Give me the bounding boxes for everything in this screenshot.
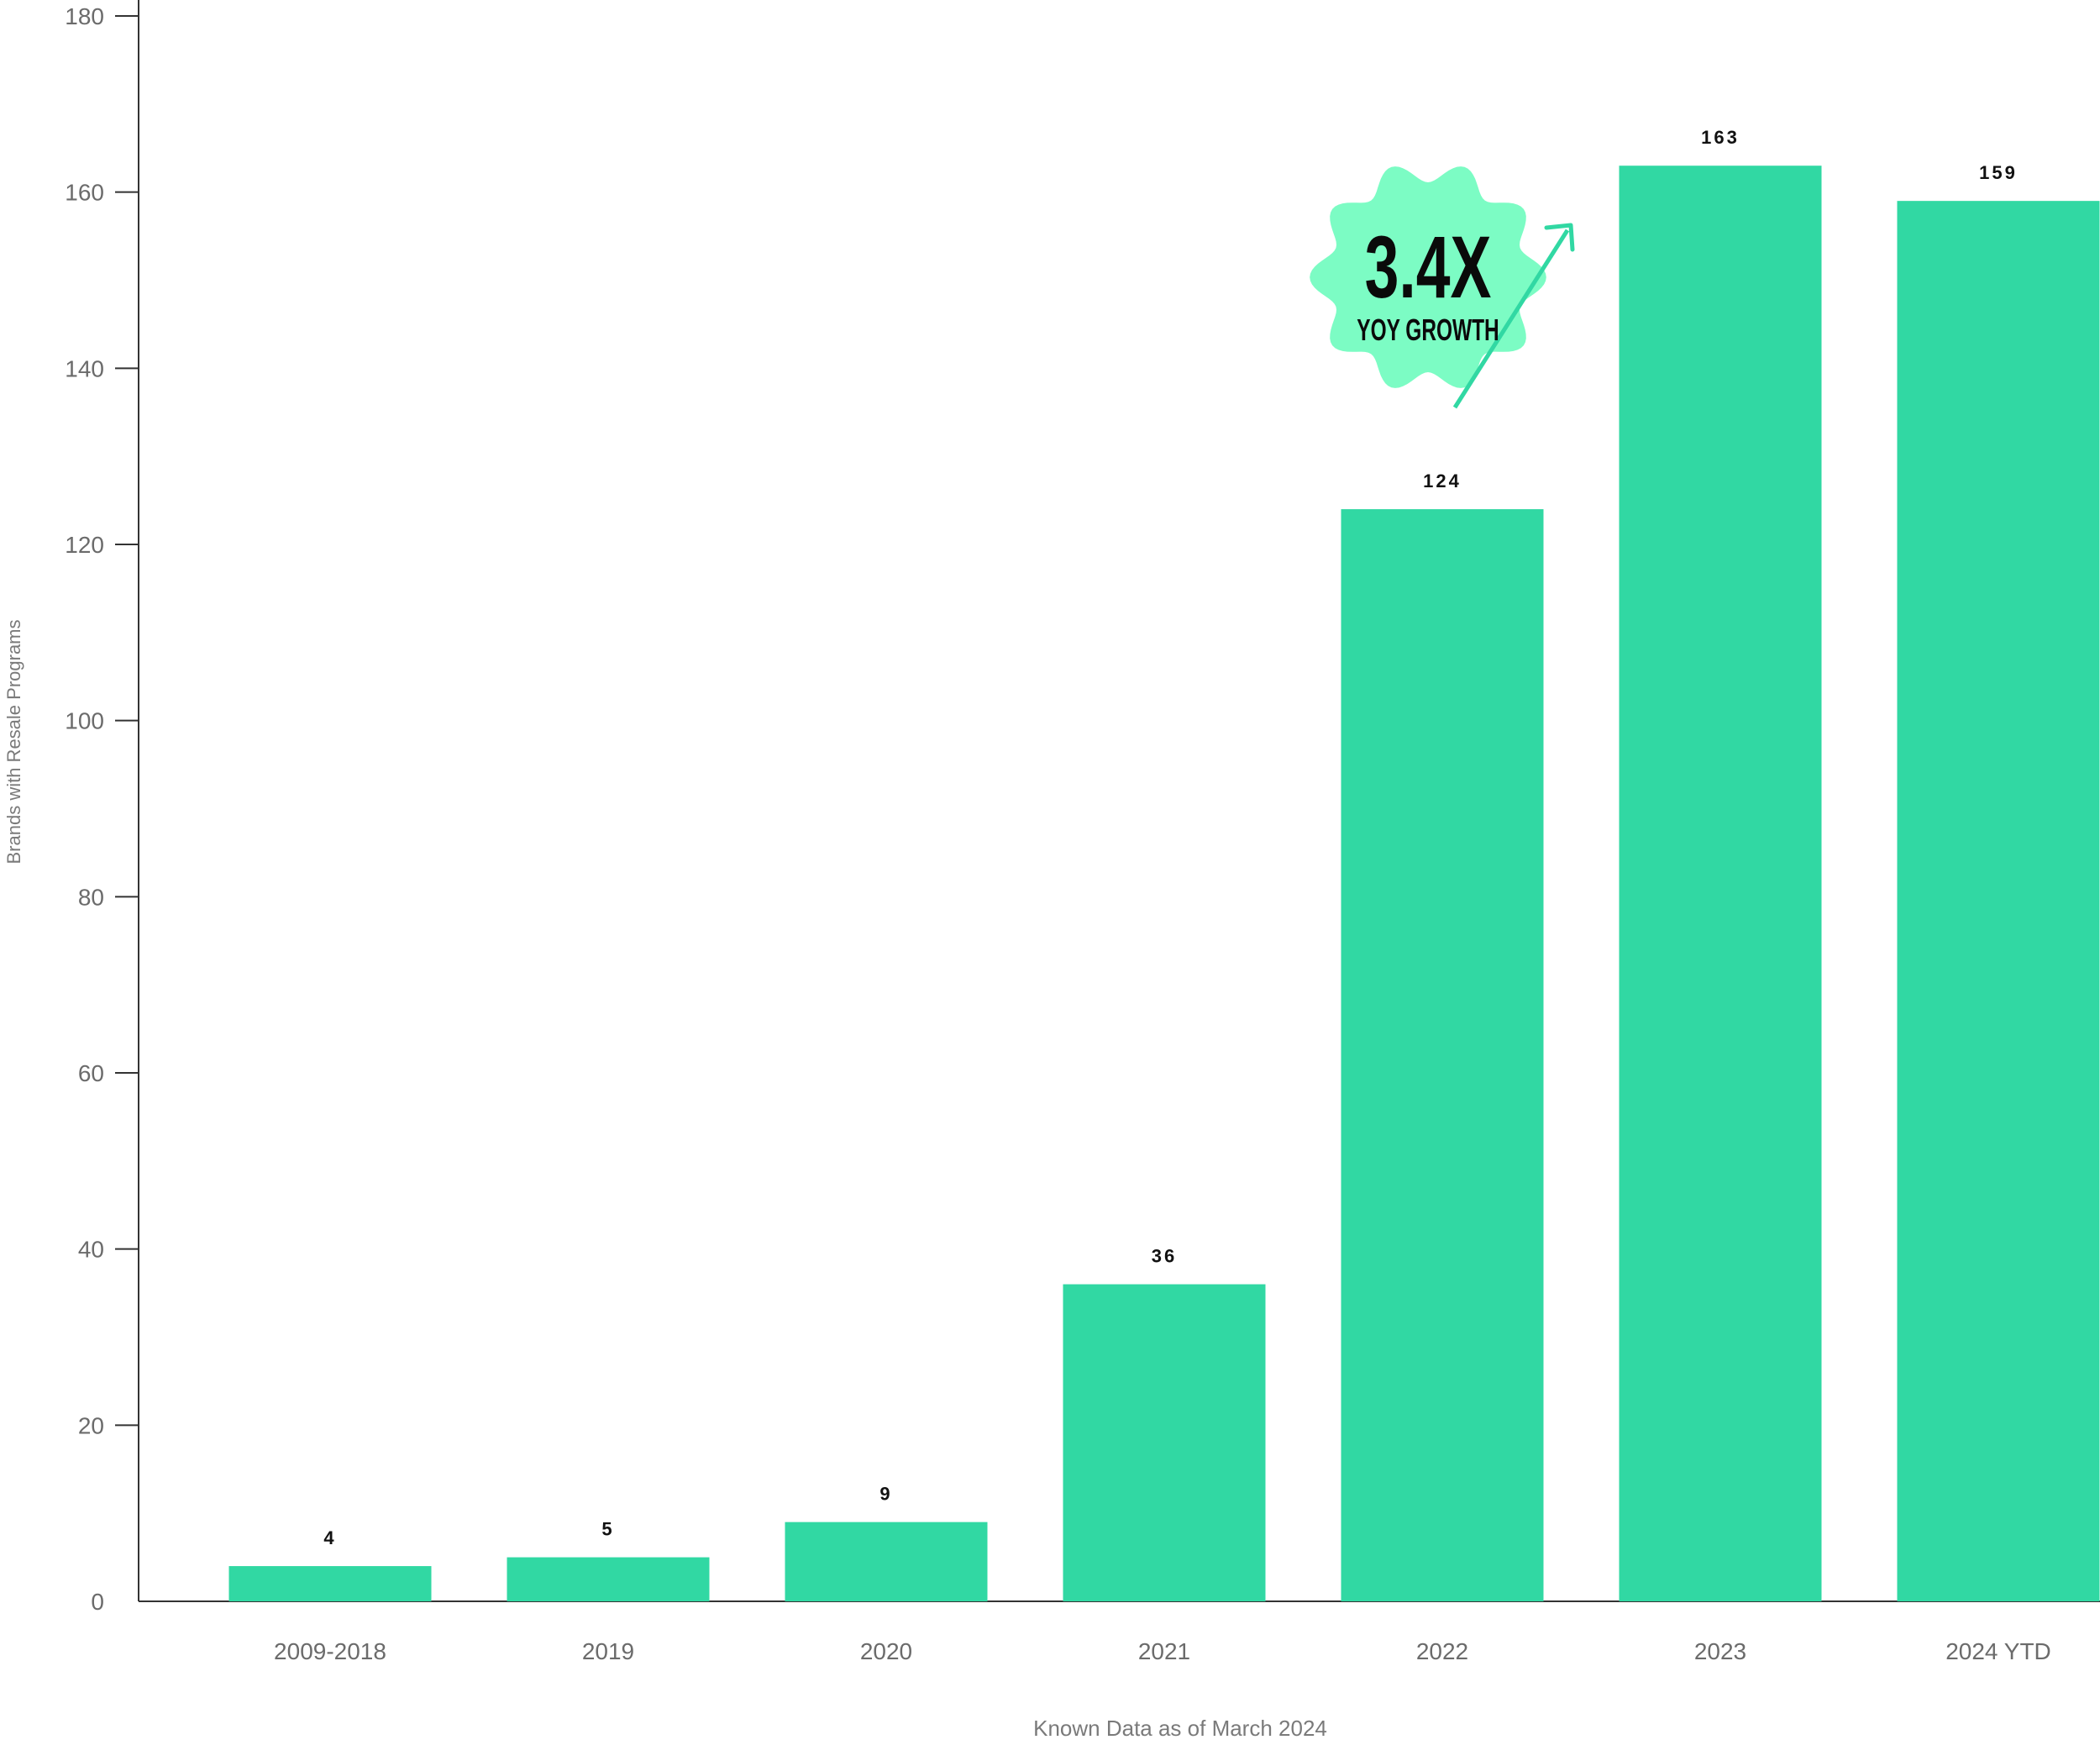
arrow-up-icon	[1544, 223, 1575, 252]
x-tick-label: 2022	[1416, 1638, 1468, 1664]
y-tick-label: 100	[65, 708, 104, 734]
bar-value-label: 124	[1423, 470, 1462, 491]
bar-value-label: 36	[1152, 1246, 1177, 1267]
x-tick-label: 2009-2018	[274, 1638, 386, 1664]
badge-starburst	[1310, 166, 1546, 388]
y-tick-label: 40	[78, 1237, 104, 1263]
data-labels: 4 2009-2018 5 2019 9 2020 36 2021 124 2022 163 2023…	[274, 127, 2051, 1664]
bar-value-label: 5	[601, 1519, 614, 1540]
y-tick-label: 160	[65, 180, 104, 206]
y-tick-label: 80	[78, 884, 104, 910]
x-tick-label: 2021	[1138, 1638, 1190, 1664]
x-tick-label: 2020	[860, 1638, 912, 1664]
bar	[785, 1522, 988, 1601]
y-tick-label: 180	[65, 3, 104, 29]
y-axis-title: Brands with Resale Programs	[3, 619, 24, 864]
bar	[228, 1566, 432, 1601]
y-tick-label: 20	[78, 1412, 104, 1438]
badge-subline: YOY GROWTH	[1357, 314, 1499, 348]
x-tick-label: 2019	[582, 1638, 634, 1664]
bar-series	[228, 166, 2100, 1601]
growth-badge: 3.4X YOY GROWTH	[1310, 166, 1575, 409]
x-tick-label: 2023	[1694, 1638, 1746, 1664]
bar	[1341, 509, 1544, 1601]
bar-value-label: 163	[1701, 127, 1740, 148]
bar	[507, 1557, 710, 1601]
bar-value-label: 159	[1979, 162, 2018, 183]
y-tick-label: 60	[78, 1060, 104, 1086]
bar-value-label: 4	[323, 1527, 336, 1548]
y-tick-label: 140	[65, 355, 104, 381]
x-axis-title: Known Data as of March 2024	[1033, 1716, 1327, 1741]
bar	[1063, 1284, 1266, 1601]
bar-value-label: 9	[879, 1484, 892, 1505]
growth-arrow-line	[1452, 229, 1570, 409]
badge-headline: 3.4X	[1365, 218, 1492, 317]
y-tick-label: 120	[65, 532, 104, 558]
bar	[1897, 201, 2100, 1601]
axes: 0 20 40 60 80 100 120 140 160 180	[65, 0, 2100, 1615]
x-tick-label: 2024 YTD	[1945, 1638, 2051, 1664]
bar	[1619, 166, 1822, 1601]
y-tick-label: 0	[91, 1589, 104, 1615]
